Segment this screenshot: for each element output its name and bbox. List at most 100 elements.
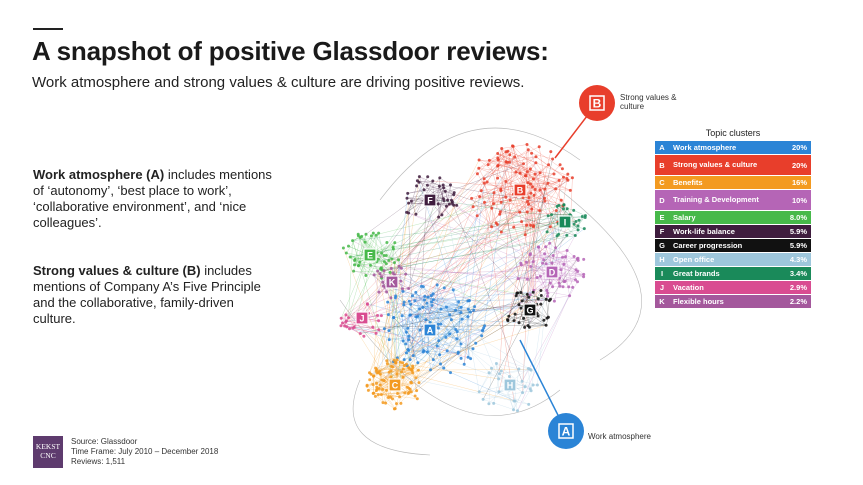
network-edge bbox=[558, 221, 577, 224]
network-edge bbox=[397, 364, 407, 394]
legend-row: J Vacation 2.9% bbox=[655, 280, 811, 294]
network-edge bbox=[406, 332, 411, 360]
network-edge bbox=[344, 261, 534, 327]
title-rule bbox=[33, 28, 63, 30]
network-edge bbox=[526, 307, 548, 319]
network-node bbox=[514, 170, 518, 174]
network-node bbox=[519, 291, 523, 294]
network-node bbox=[554, 209, 558, 213]
network-edge bbox=[406, 324, 439, 333]
network-node bbox=[369, 234, 373, 238]
network-node bbox=[562, 207, 565, 211]
network-edge bbox=[543, 259, 584, 278]
network-node bbox=[529, 223, 533, 227]
network-edge bbox=[496, 363, 519, 370]
network-node bbox=[525, 277, 529, 281]
timeframe-line: Time Frame: July 2010 – December 2018 bbox=[71, 447, 219, 456]
legend-letter: A bbox=[659, 143, 665, 152]
network-edge bbox=[377, 360, 395, 374]
network-edge bbox=[394, 262, 420, 383]
network-edge bbox=[354, 201, 453, 328]
topic-clusters-legend: Topic clusters A Work atmosphere 20% B Stron… bbox=[655, 127, 811, 308]
network-edge bbox=[346, 235, 359, 254]
network-node bbox=[402, 300, 406, 304]
network-edge bbox=[471, 198, 492, 227]
network-node bbox=[572, 255, 576, 258]
network-node bbox=[401, 339, 405, 343]
network-node bbox=[371, 252, 375, 256]
network-node bbox=[444, 204, 448, 208]
network-edge bbox=[542, 260, 579, 264]
network-edge bbox=[549, 257, 563, 284]
network-edge bbox=[540, 303, 549, 318]
network-node bbox=[568, 294, 572, 298]
network-edge bbox=[342, 322, 365, 337]
network-edge bbox=[361, 236, 385, 256]
network-edge bbox=[520, 297, 530, 309]
network-edge bbox=[501, 148, 510, 155]
network-edge bbox=[365, 241, 379, 260]
network-edge bbox=[352, 240, 398, 394]
network-node bbox=[404, 272, 408, 276]
network-edge bbox=[551, 214, 571, 216]
network-edge bbox=[430, 333, 450, 371]
network-edge bbox=[509, 386, 526, 391]
legend-title: Topic clusters bbox=[705, 128, 761, 138]
network-edge bbox=[408, 350, 440, 356]
network-edge bbox=[522, 225, 531, 393]
network-edge bbox=[377, 359, 398, 374]
network-edge bbox=[367, 303, 379, 321]
network-node bbox=[429, 294, 433, 298]
network-edge bbox=[527, 182, 545, 199]
network-edge bbox=[391, 268, 403, 289]
network-edge bbox=[546, 205, 560, 233]
network-edge bbox=[356, 317, 379, 322]
network-node bbox=[565, 207, 569, 211]
network-edge bbox=[379, 388, 405, 394]
network-edge bbox=[342, 322, 361, 334]
network-node bbox=[456, 351, 460, 355]
network-node bbox=[558, 284, 562, 288]
network-node bbox=[569, 214, 573, 217]
network-edge bbox=[488, 385, 507, 404]
network-edge bbox=[386, 274, 395, 293]
network-edge bbox=[382, 219, 580, 271]
legend-name: Work-life balance bbox=[673, 226, 735, 236]
network-edge bbox=[358, 235, 366, 243]
network-edge bbox=[540, 276, 549, 294]
network-edge bbox=[540, 271, 549, 277]
network-edge bbox=[566, 250, 575, 257]
network-edge bbox=[520, 292, 537, 305]
network-edge bbox=[340, 320, 379, 327]
network-edge bbox=[549, 243, 552, 273]
network-edge bbox=[390, 370, 413, 387]
network-edge bbox=[378, 372, 413, 389]
network-edge bbox=[460, 282, 551, 345]
network-edge bbox=[404, 301, 463, 320]
network-node bbox=[506, 318, 509, 322]
network-edge bbox=[394, 171, 517, 263]
network-edge bbox=[577, 216, 583, 227]
network-edge bbox=[446, 329, 457, 351]
network-node bbox=[390, 257, 394, 261]
network-edge bbox=[488, 151, 507, 165]
network-node bbox=[436, 326, 440, 330]
network-edge bbox=[407, 299, 434, 329]
network-edge bbox=[408, 336, 419, 363]
network-edge bbox=[538, 247, 547, 265]
network-node bbox=[372, 374, 376, 378]
network-node bbox=[499, 200, 503, 204]
network-node bbox=[485, 180, 489, 184]
network-edge bbox=[552, 269, 566, 282]
legend-percent: 3.4% bbox=[789, 269, 807, 278]
network-node bbox=[547, 299, 551, 303]
network-edge bbox=[558, 205, 571, 217]
network-node bbox=[536, 314, 540, 318]
network-node bbox=[512, 319, 516, 323]
network-edge bbox=[529, 317, 548, 328]
network-edge bbox=[484, 149, 529, 180]
network-edge bbox=[359, 237, 367, 276]
network-node bbox=[407, 390, 411, 394]
network-edge bbox=[402, 304, 411, 342]
network-edge bbox=[438, 314, 450, 325]
